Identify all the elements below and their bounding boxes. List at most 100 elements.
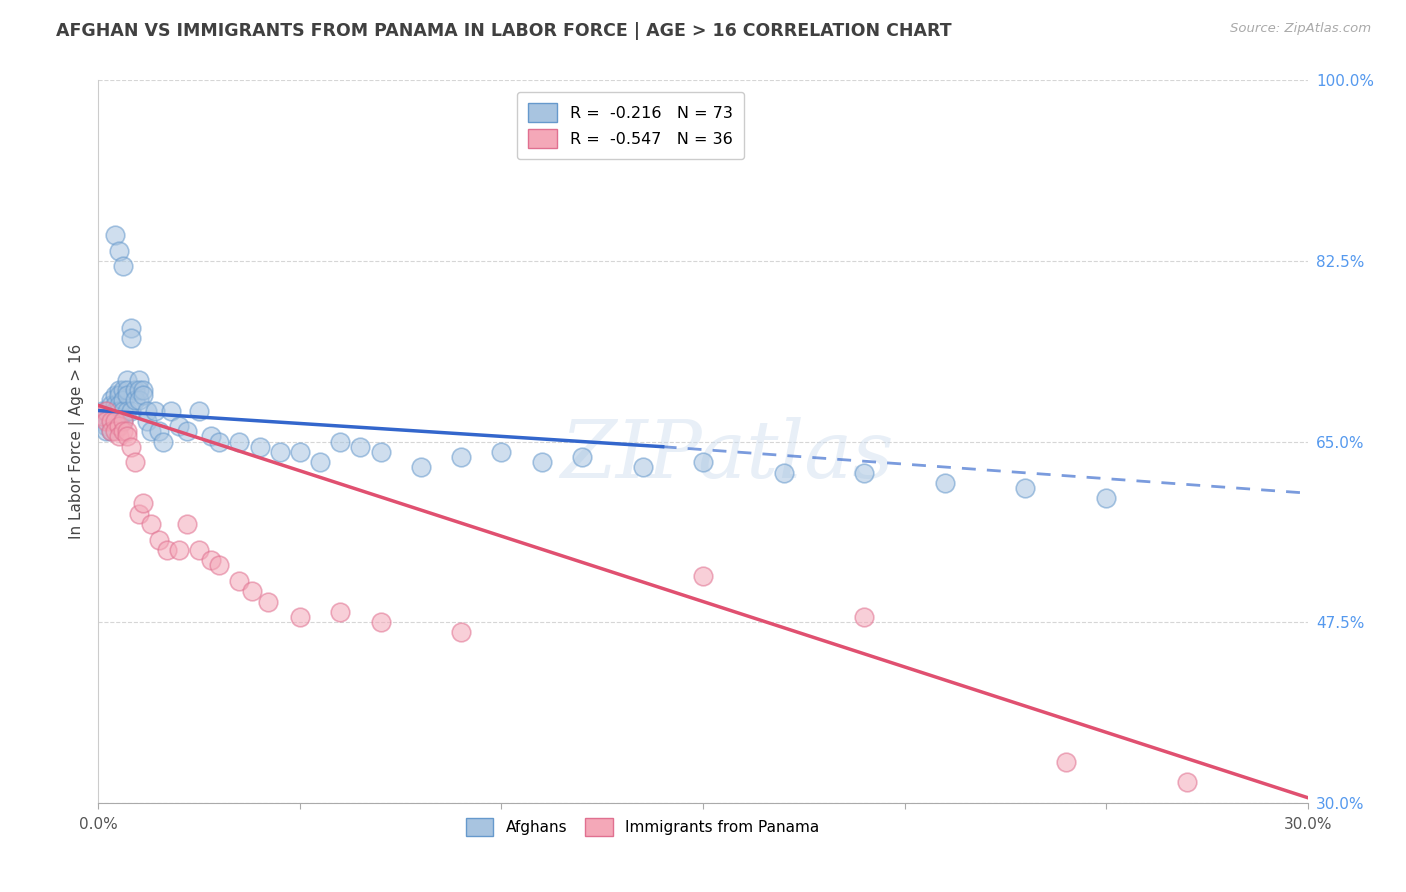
Point bbox=[103, 414, 125, 428]
Point bbox=[167, 542, 190, 557]
Point bbox=[100, 414, 122, 428]
Point bbox=[240, 584, 263, 599]
Point bbox=[120, 403, 142, 417]
Text: Source: ZipAtlas.com: Source: ZipAtlas.com bbox=[1230, 22, 1371, 36]
Y-axis label: In Labor Force | Age > 16: In Labor Force | Age > 16 bbox=[69, 344, 84, 539]
Point bbox=[91, 403, 114, 417]
Point bbox=[100, 398, 122, 412]
Point bbox=[96, 414, 118, 428]
Point bbox=[188, 403, 211, 417]
Point bbox=[103, 228, 125, 243]
Point bbox=[188, 542, 211, 557]
Point bbox=[143, 403, 166, 417]
Point bbox=[96, 403, 118, 417]
Point bbox=[1054, 755, 1077, 769]
Point bbox=[124, 383, 146, 397]
Point bbox=[107, 429, 129, 443]
Point bbox=[96, 419, 118, 434]
Point bbox=[853, 466, 876, 480]
Point bbox=[103, 403, 125, 417]
Point bbox=[1014, 481, 1036, 495]
Point bbox=[107, 244, 129, 258]
Point bbox=[124, 393, 146, 408]
Point bbox=[103, 414, 125, 428]
Point bbox=[100, 424, 122, 438]
Point bbox=[530, 455, 553, 469]
Point bbox=[107, 403, 129, 417]
Point bbox=[107, 383, 129, 397]
Point bbox=[96, 424, 118, 438]
Point bbox=[139, 424, 162, 438]
Point bbox=[111, 383, 134, 397]
Point bbox=[256, 594, 278, 608]
Point bbox=[329, 434, 352, 449]
Point bbox=[176, 424, 198, 438]
Point bbox=[132, 388, 155, 402]
Point bbox=[139, 517, 162, 532]
Point bbox=[107, 388, 129, 402]
Point bbox=[115, 429, 138, 443]
Point bbox=[115, 373, 138, 387]
Point bbox=[111, 393, 134, 408]
Point bbox=[115, 424, 138, 438]
Point bbox=[128, 373, 150, 387]
Point bbox=[128, 383, 150, 397]
Point bbox=[176, 517, 198, 532]
Point bbox=[91, 414, 114, 428]
Point bbox=[124, 455, 146, 469]
Point bbox=[115, 403, 138, 417]
Point bbox=[100, 424, 122, 438]
Point bbox=[107, 398, 129, 412]
Point bbox=[370, 615, 392, 630]
Point bbox=[1175, 775, 1198, 789]
Point bbox=[148, 533, 170, 547]
Point bbox=[631, 460, 654, 475]
Point bbox=[103, 388, 125, 402]
Point bbox=[103, 398, 125, 412]
Point bbox=[100, 414, 122, 428]
Point bbox=[96, 403, 118, 417]
Point bbox=[491, 445, 513, 459]
Point bbox=[96, 409, 118, 423]
Point bbox=[135, 403, 157, 417]
Point bbox=[152, 434, 174, 449]
Point bbox=[208, 558, 231, 573]
Point bbox=[288, 445, 311, 459]
Point bbox=[349, 440, 371, 454]
Point bbox=[100, 409, 122, 423]
Point bbox=[160, 403, 183, 417]
Point bbox=[111, 414, 134, 428]
Point bbox=[571, 450, 593, 464]
Point bbox=[103, 424, 125, 438]
Point bbox=[409, 460, 432, 475]
Point bbox=[228, 574, 250, 588]
Point bbox=[228, 434, 250, 449]
Point bbox=[132, 383, 155, 397]
Point bbox=[120, 440, 142, 454]
Point bbox=[208, 434, 231, 449]
Point bbox=[200, 429, 222, 443]
Point bbox=[853, 610, 876, 624]
Point bbox=[370, 445, 392, 459]
Point bbox=[167, 419, 190, 434]
Point bbox=[107, 419, 129, 434]
Point bbox=[115, 388, 138, 402]
Point bbox=[200, 553, 222, 567]
Point bbox=[309, 455, 332, 469]
Point bbox=[772, 466, 794, 480]
Point bbox=[329, 605, 352, 619]
Point bbox=[100, 393, 122, 408]
Point bbox=[91, 409, 114, 423]
Text: ZIPatlas: ZIPatlas bbox=[561, 417, 894, 495]
Point bbox=[288, 610, 311, 624]
Point bbox=[249, 440, 271, 454]
Point bbox=[450, 625, 472, 640]
Point bbox=[111, 414, 134, 428]
Point bbox=[156, 542, 179, 557]
Point bbox=[1095, 491, 1118, 506]
Point bbox=[111, 259, 134, 273]
Point bbox=[111, 403, 134, 417]
Point bbox=[148, 424, 170, 438]
Point bbox=[934, 475, 956, 490]
Point bbox=[107, 414, 129, 428]
